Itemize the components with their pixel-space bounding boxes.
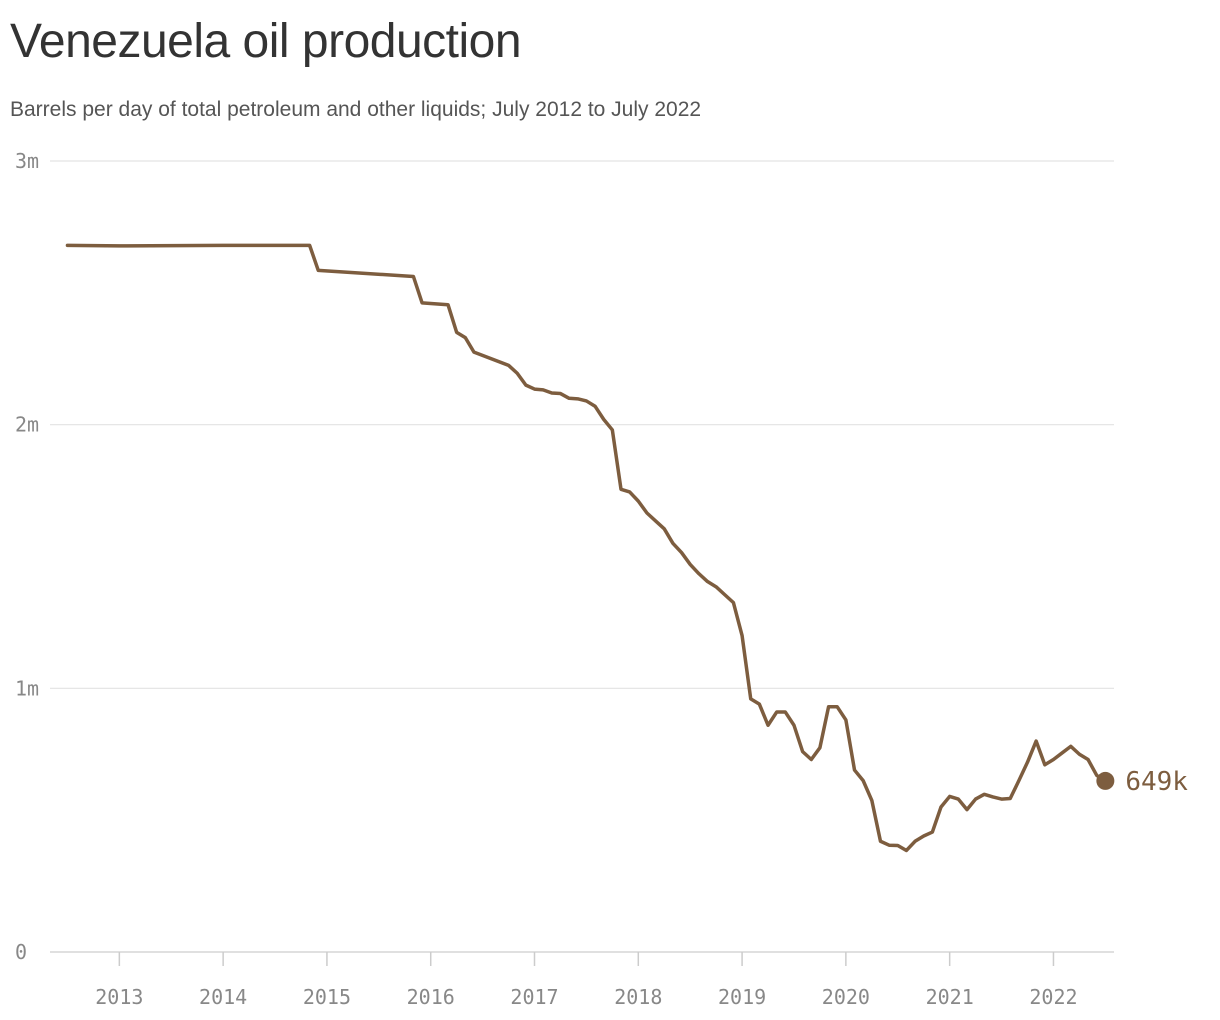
- x-tick-label: 2015: [303, 985, 351, 1009]
- x-tick-label: 2021: [926, 985, 974, 1009]
- x-axis: 2013 2014 2015 2016 2017 2018 2019 2020 2021 2022: [95, 952, 1078, 1009]
- end-point-marker: [1096, 771, 1115, 790]
- x-tick-label: 2014: [199, 985, 247, 1009]
- end-value-label: 649k: [1125, 767, 1188, 797]
- y-tick-label: 1m: [15, 676, 39, 700]
- y-tick-label: 2m: [15, 413, 39, 437]
- chart-title: Venezuela oil production: [10, 15, 522, 68]
- grid-layer: [50, 160, 1114, 953]
- x-tick-label: 2018: [614, 985, 662, 1009]
- label-layer: 649k: [1125, 767, 1188, 797]
- x-tick-label: 2020: [822, 985, 870, 1009]
- y-tick-label: 3m: [15, 149, 39, 173]
- y-axis: 0 1m 2m 3m: [15, 149, 39, 964]
- x-tick-label: 2013: [95, 985, 143, 1009]
- production-line: [65, 243, 1108, 853]
- x-tick-label: 2019: [718, 985, 766, 1009]
- x-tick-label: 2016: [407, 985, 455, 1009]
- chart-subtitle: Barrels per day of total petroleum and o…: [10, 98, 702, 121]
- series-layer: [65, 243, 1115, 853]
- x-tick-label: 2022: [1029, 985, 1077, 1009]
- x-tick-label: 2017: [510, 985, 558, 1009]
- y-tick-label: 0: [15, 940, 27, 964]
